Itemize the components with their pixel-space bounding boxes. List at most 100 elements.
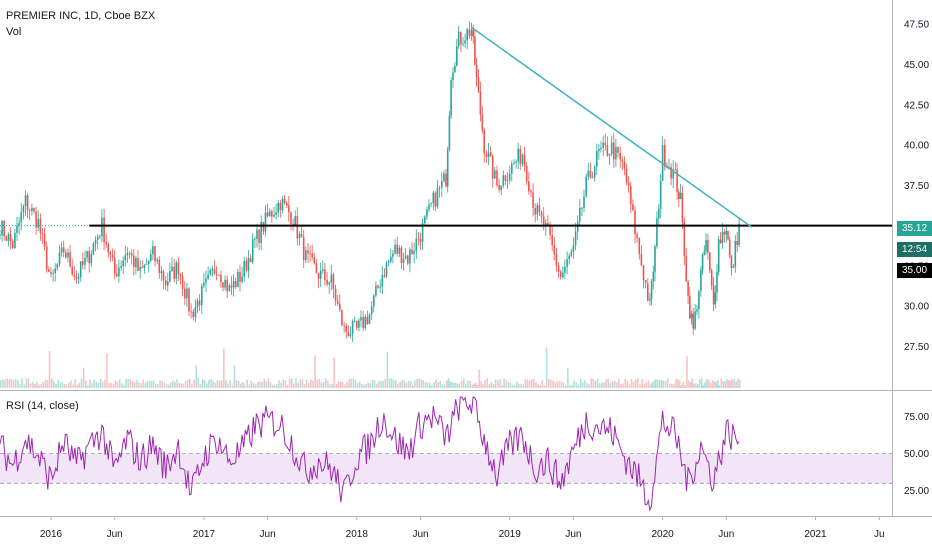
candle-body (390, 256, 392, 262)
candle-body (504, 175, 507, 181)
volume-bar (91, 383, 93, 388)
volume-bar (718, 384, 721, 388)
volume-bar (584, 380, 586, 388)
candle-body (534, 208, 536, 215)
candle-body (464, 40, 466, 44)
volume-bar (116, 381, 119, 388)
candle-body (356, 320, 358, 328)
candle-body (317, 272, 320, 279)
candle-body (381, 275, 384, 287)
volume-bar (645, 381, 648, 388)
time-tick-label: 2017 (193, 529, 216, 540)
volume-label: Vol (6, 26, 22, 38)
volume-bar (632, 381, 635, 388)
volume-bar (101, 381, 104, 388)
volume-bar (474, 382, 477, 388)
volume-bar (407, 381, 410, 388)
candle-body (84, 257, 86, 265)
volume-bar (303, 384, 306, 388)
volume-bar (367, 382, 369, 388)
volume-bar (735, 381, 737, 388)
volume-bar (711, 379, 714, 388)
candle-body (572, 245, 575, 252)
candle-body (383, 275, 386, 277)
volume-bar (467, 380, 469, 388)
time-tick-label: Ju (874, 529, 885, 540)
candle-body (364, 316, 367, 329)
candle-body (154, 246, 156, 262)
volume-bar (556, 381, 558, 388)
time-tick-label: Jun (565, 529, 581, 540)
volume-bar (133, 382, 136, 388)
candle-body (145, 264, 148, 265)
candle-body (698, 291, 700, 310)
volume-bar (4, 379, 6, 388)
volume-bar (655, 378, 657, 388)
candle-body (305, 250, 307, 260)
candle-body (175, 262, 178, 279)
candle-body (139, 266, 141, 271)
volume-bar (278, 380, 280, 388)
price-pane[interactable] (0, 21, 892, 389)
candle-body (324, 269, 326, 280)
candle-body (658, 208, 660, 219)
candle-body (73, 274, 76, 277)
candle-body (249, 258, 252, 263)
volume-bar (314, 355, 316, 388)
volume-bar (482, 384, 484, 388)
volume-bar (562, 382, 565, 388)
candle-body (128, 253, 131, 254)
volume-bar (494, 379, 497, 388)
volume-bar (97, 383, 100, 388)
volume-bar (250, 380, 253, 388)
volume-bar (637, 378, 639, 388)
volume-bar (131, 381, 134, 388)
candle-body (162, 271, 165, 281)
volume-bar (392, 380, 395, 388)
volume-bar (441, 384, 444, 388)
candle-body (52, 273, 54, 274)
candle-body (710, 270, 713, 286)
volume-bar (437, 381, 440, 388)
candle-body (460, 31, 462, 45)
volume-bar (618, 379, 620, 388)
volume-bar (163, 382, 166, 388)
candle-body (258, 229, 260, 243)
candle-body (247, 258, 250, 271)
volume-bar (678, 380, 681, 388)
volume-bar (706, 378, 708, 388)
candle-body (341, 309, 343, 326)
volume-bar (165, 384, 168, 388)
candle-body (179, 274, 182, 276)
volume-bar (686, 356, 688, 388)
candle-body (419, 239, 422, 242)
candle-body (728, 239, 731, 256)
volume-bar (433, 382, 435, 388)
candle-body (33, 207, 35, 212)
candle-body (477, 77, 480, 92)
rsi-pane[interactable] (0, 396, 892, 512)
volume-bar (682, 382, 684, 388)
volume-bar (363, 384, 365, 388)
volume-bar (286, 384, 289, 388)
volume-bar (186, 379, 189, 388)
volume-bar (643, 384, 646, 388)
time-tick-label: 2021 (804, 529, 827, 540)
volume-bar (594, 380, 597, 388)
candle-body (487, 152, 490, 157)
volume-bar (684, 384, 686, 388)
candle-body (109, 252, 112, 255)
candle-body (696, 309, 698, 312)
volume-bar (486, 378, 488, 388)
volume-bar (453, 383, 455, 388)
candle-body (203, 282, 205, 286)
candle-body (407, 255, 409, 264)
candle-body (294, 216, 296, 226)
volume-bar (509, 382, 512, 388)
candle-body (256, 229, 258, 239)
candle-body (370, 306, 373, 315)
candle-body (111, 254, 114, 258)
candle-body (617, 147, 619, 153)
candle-body (714, 292, 717, 305)
